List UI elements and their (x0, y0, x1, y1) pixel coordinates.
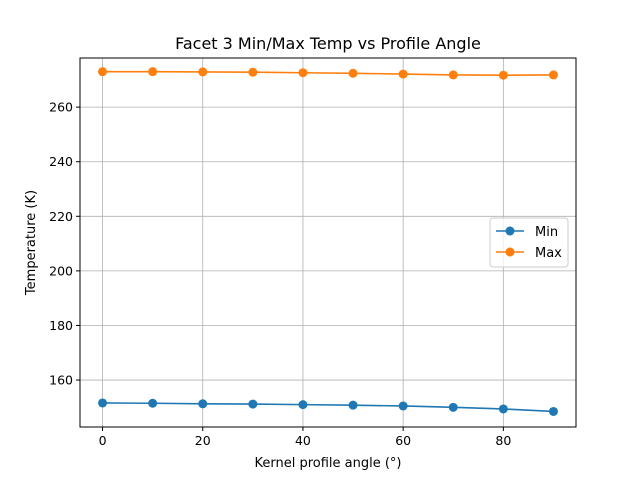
x-tick-label: 80 (495, 433, 511, 448)
series-line-min (102, 402, 554, 413)
data-point-min (148, 398, 158, 408)
legend-label-max: Max (535, 246, 562, 261)
data-point-min (548, 406, 558, 416)
data-point-min (398, 401, 408, 411)
data-point-max (548, 70, 558, 80)
data-point-max (148, 67, 158, 77)
legend-label-min: Min (535, 225, 558, 240)
y-tick-label: 220 (49, 209, 73, 224)
data-point-min (448, 402, 458, 412)
data-point-max (198, 67, 208, 77)
plot-frame (79, 57, 577, 428)
y-axis-title: Temperature (K) (24, 190, 39, 296)
data-point-max (248, 67, 258, 77)
data-point-max (498, 70, 508, 80)
x-axis-ticks: 0 20 40 60 80 (99, 427, 511, 448)
data-point-min (198, 399, 208, 409)
legend-marker-min (505, 226, 515, 236)
data-point-max (448, 70, 458, 80)
x-tick-label: 60 (395, 433, 411, 448)
y-axis-ticks: 160 180 200 220 240 260 (49, 100, 80, 388)
data-point-min (248, 399, 258, 409)
legend: Min Max (489, 217, 569, 268)
data-point-min (98, 398, 108, 408)
x-axis-title: Kernel profile angle (°) (254, 456, 401, 471)
data-point-min (348, 400, 358, 410)
series-line-max (102, 70, 554, 76)
y-tick-label: 240 (49, 154, 73, 169)
data-point-max (398, 69, 408, 79)
data-point-max (98, 67, 108, 77)
chart-title: Facet 3 Min/Max Temp vs Profile Angle (175, 34, 481, 53)
x-tick-label: 40 (295, 433, 311, 448)
y-tick-label: 200 (49, 263, 73, 278)
series-layer (98, 67, 558, 416)
legend-marker-max (505, 247, 515, 257)
y-tick-label: 160 (49, 373, 73, 388)
data-point-max (298, 68, 308, 78)
x-tick-label: 0 (99, 433, 107, 448)
y-tick-label: 180 (49, 318, 73, 333)
data-point-min (298, 400, 308, 410)
y-tick-label: 260 (49, 100, 73, 115)
grid (80, 58, 576, 427)
data-point-min (498, 404, 508, 414)
data-point-max (348, 68, 358, 78)
x-tick-label: 20 (195, 433, 211, 448)
